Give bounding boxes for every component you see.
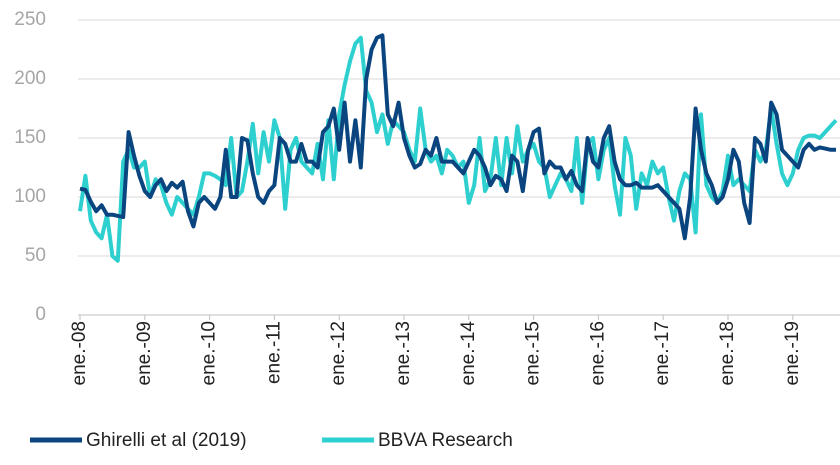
- x-tick-label: ene.-13: [393, 321, 414, 385]
- y-tick-label: 150: [14, 127, 46, 148]
- series-line: [79, 33, 836, 241]
- x-tick-label: ene.-11: [263, 321, 284, 384]
- x-tick-label: ene.-12: [328, 321, 349, 385]
- x-tick-label: ene.-15: [523, 321, 544, 385]
- x-tick-label: ene.-08: [69, 321, 90, 385]
- y-tick-label: 200: [14, 68, 46, 89]
- x-tick-label: ene.-17: [652, 321, 673, 385]
- y-tick-label: 250: [14, 9, 46, 30]
- x-tick-label: ene.-18: [717, 321, 738, 385]
- y-tick-label: 100: [14, 186, 46, 207]
- x-tick-label: ene.-09: [134, 321, 155, 385]
- legend-label: BBVA Research: [378, 430, 513, 451]
- x-tick-label: ene.-19: [782, 321, 803, 385]
- y-tick-label: 0: [35, 304, 46, 325]
- x-tick-label: ene.-16: [587, 321, 608, 385]
- y-tick-label: 50: [25, 245, 46, 266]
- legend-label: Ghirelli et al (2019): [86, 430, 247, 451]
- x-tick-label: ene.-14: [458, 321, 479, 386]
- x-tick-label: ene.-10: [199, 321, 220, 385]
